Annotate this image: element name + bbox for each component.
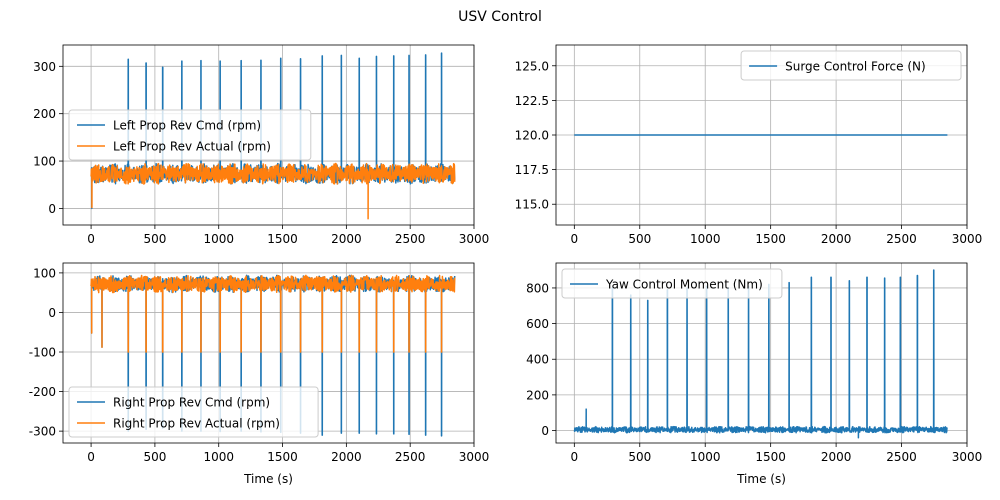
y-tick-label: 125.0 bbox=[515, 59, 549, 73]
y-tick-label: 100 bbox=[33, 266, 56, 280]
x-tick-label: 2000 bbox=[331, 232, 362, 246]
x-tick-label: 500 bbox=[628, 450, 651, 464]
figure-title: USV Control bbox=[458, 9, 542, 25]
x-tick-label: 2500 bbox=[886, 450, 917, 464]
tick-labels: 0 500 1000 1500 2000 2500 3000 115.0 117.5 120.0 1… bbox=[515, 59, 983, 246]
x-tick-label: 2500 bbox=[395, 232, 426, 246]
legend-entry: Right Prop Rev Cmd (rpm) bbox=[113, 396, 270, 410]
x-tick-label: 1500 bbox=[755, 232, 786, 246]
grid-lines bbox=[63, 45, 475, 225]
x-tick-label: 3000 bbox=[459, 232, 490, 246]
legend-entry: Left Prop Rev Cmd (rpm) bbox=[113, 119, 261, 133]
x-tick-label: 3000 bbox=[952, 232, 983, 246]
y-tick-label: -200 bbox=[29, 385, 56, 399]
x-tick-label: 1000 bbox=[690, 232, 721, 246]
y-tick-label: 115.0 bbox=[515, 198, 549, 212]
x-tick-label: 2000 bbox=[821, 232, 852, 246]
series-line bbox=[90, 274, 456, 353]
x-tick-label: 3000 bbox=[459, 450, 490, 464]
x-tick-label: 1500 bbox=[755, 450, 786, 464]
y-tick-label: 400 bbox=[526, 353, 549, 367]
x-tick-label: 0 bbox=[571, 232, 579, 246]
tick-labels: 0 500 1000 1500 2000 2500 3000 0 200 400 600 800 bbox=[526, 281, 982, 464]
legend-entry: Yaw Control Moment (Nm) bbox=[605, 278, 763, 292]
legend-box bbox=[561, 268, 783, 299]
y-tick-label: 200 bbox=[33, 107, 56, 121]
y-tick-label: 122.5 bbox=[515, 94, 549, 108]
x-tick-label: 3000 bbox=[952, 450, 983, 464]
legend: Yaw Control Moment (Nm) bbox=[561, 268, 783, 299]
tick-labels: 0 500 1000 1500 2000 2500 3000 -300 -200 -100 0 100 bbox=[29, 266, 490, 464]
y-tick-label: 0 bbox=[48, 306, 56, 320]
x-tick-label: 2000 bbox=[821, 450, 852, 464]
series-line bbox=[90, 162, 456, 220]
legend-entry: Left Prop Rev Actual (rpm) bbox=[113, 140, 271, 154]
tick-labels: 0 500 1000 1500 2000 2500 3000 0 100 200 300 bbox=[33, 60, 489, 246]
subplot-top-right: 0 500 1000 1500 2000 2500 3000 115.0 117.5 120.0 1… bbox=[515, 44, 983, 246]
x-tick-label: 2500 bbox=[395, 450, 426, 464]
subplot-bottom-right: 0 500 1000 1500 2000 2500 3000 0 200 400 600 800 Tim… bbox=[526, 262, 982, 486]
axes-frame bbox=[62, 262, 475, 444]
x-tick-label: 1000 bbox=[203, 450, 234, 464]
y-tick-label: 120.0 bbox=[515, 129, 549, 143]
legend: Right Prop Rev Cmd (rpm) Right Prop Rev A… bbox=[68, 386, 319, 438]
x-tick-label: 500 bbox=[143, 450, 166, 464]
subplot-top-left: 0 500 1000 1500 2000 2500 3000 0 100 200 300 Left P… bbox=[33, 44, 489, 246]
y-tick-label: 300 bbox=[33, 60, 56, 74]
x-tick-label: 2000 bbox=[331, 450, 362, 464]
x-tick-label: 500 bbox=[628, 232, 651, 246]
legend-entry: Surge Control Force (N) bbox=[785, 60, 926, 74]
legend: Surge Control Force (N) bbox=[740, 50, 962, 81]
y-tick-label: -100 bbox=[29, 346, 56, 360]
x-tick-label: 0 bbox=[87, 232, 95, 246]
legend: Left Prop Rev Cmd (rpm) Left Prop Rev Act… bbox=[68, 109, 312, 161]
y-tick-label: 800 bbox=[526, 281, 549, 295]
x-tick-label: 2500 bbox=[886, 232, 917, 246]
legend-box bbox=[740, 50, 962, 81]
plot-area bbox=[573, 269, 948, 439]
x-axis-label: Time (s) bbox=[736, 472, 786, 486]
plot-area bbox=[90, 274, 456, 437]
subplot-bottom-left: 0 500 1000 1500 2000 2500 3000 -300 -200 -100 0 100… bbox=[29, 262, 490, 486]
plot-area bbox=[90, 52, 456, 220]
y-tick-label: 117.5 bbox=[515, 163, 549, 177]
y-tick-label: 100 bbox=[33, 155, 56, 169]
x-tick-label: 0 bbox=[87, 450, 95, 464]
x-tick-label: 0 bbox=[571, 450, 579, 464]
y-tick-label: 200 bbox=[526, 388, 549, 402]
y-tick-label: 0 bbox=[541, 424, 549, 438]
series-line bbox=[573, 269, 948, 439]
y-tick-label: 0 bbox=[48, 202, 56, 216]
x-axis-label: Time (s) bbox=[243, 472, 293, 486]
x-tick-label: 1500 bbox=[267, 450, 298, 464]
y-tick-label: -300 bbox=[29, 425, 56, 439]
axes-frame bbox=[62, 44, 475, 226]
axes-frame bbox=[555, 262, 968, 444]
x-tick-label: 1000 bbox=[203, 232, 234, 246]
legend-box bbox=[68, 386, 319, 438]
x-tick-label: 500 bbox=[143, 232, 166, 246]
x-tick-label: 1000 bbox=[690, 450, 721, 464]
x-tick-label: 1500 bbox=[267, 232, 298, 246]
legend-entry: Right Prop Rev Actual (rpm) bbox=[113, 417, 280, 431]
legend-box bbox=[68, 109, 312, 161]
y-tick-label: 600 bbox=[526, 317, 549, 331]
